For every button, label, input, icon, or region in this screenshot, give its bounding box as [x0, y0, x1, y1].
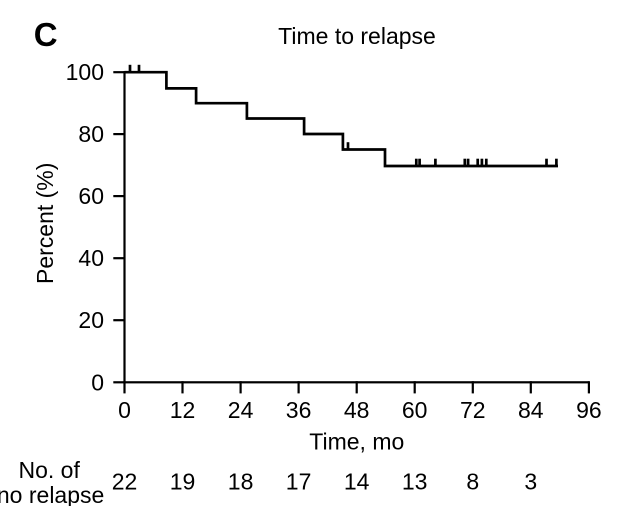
- svg-text:17: 17: [286, 469, 312, 495]
- svg-text:0: 0: [91, 369, 104, 395]
- svg-text:24: 24: [228, 397, 254, 423]
- svg-text:22: 22: [112, 469, 138, 495]
- svg-text:3: 3: [524, 469, 537, 495]
- svg-text:48: 48: [344, 397, 370, 423]
- svg-text:72: 72: [460, 397, 486, 423]
- svg-text:19: 19: [170, 469, 196, 495]
- svg-text:Time, mo: Time, mo: [309, 428, 404, 454]
- svg-text:No. of: No. of: [19, 457, 81, 483]
- svg-text:80: 80: [78, 121, 104, 147]
- svg-text:36: 36: [286, 397, 312, 423]
- svg-text:84: 84: [518, 397, 544, 423]
- svg-text:8: 8: [466, 469, 479, 495]
- svg-text:C: C: [34, 16, 58, 53]
- svg-text:13: 13: [402, 469, 428, 495]
- svg-text:96: 96: [576, 397, 602, 423]
- svg-text:18: 18: [228, 469, 254, 495]
- svg-text:20: 20: [78, 307, 104, 333]
- svg-text:no relapse: no relapse: [0, 482, 104, 506]
- svg-text:60: 60: [78, 183, 104, 209]
- svg-text:40: 40: [78, 245, 104, 271]
- svg-text:Percent (%): Percent (%): [32, 163, 58, 284]
- svg-text:60: 60: [402, 397, 428, 423]
- svg-text:14: 14: [344, 469, 370, 495]
- svg-text:12: 12: [170, 397, 196, 423]
- svg-text:0: 0: [118, 397, 131, 423]
- svg-text:100: 100: [66, 59, 104, 85]
- svg-text:Time to relapse: Time to relapse: [278, 23, 436, 49]
